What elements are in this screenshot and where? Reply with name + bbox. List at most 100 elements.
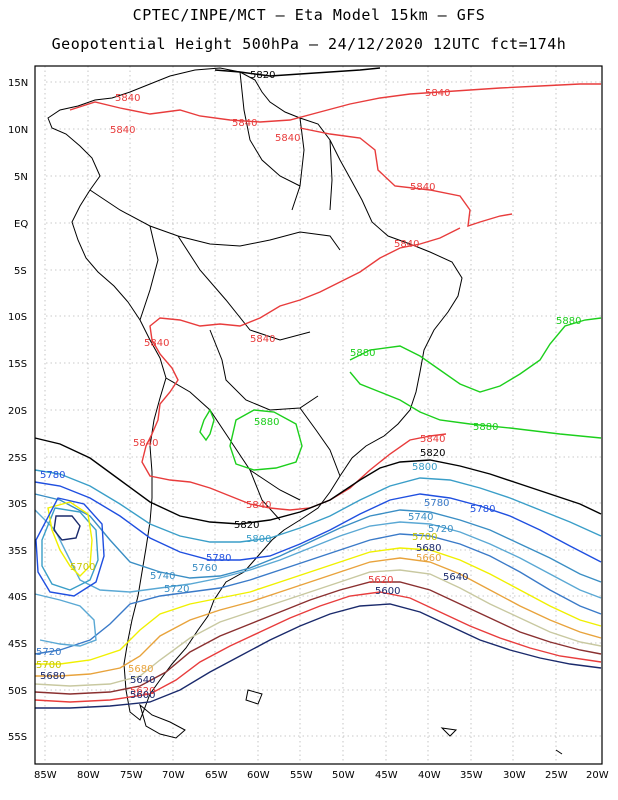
lat-label: 40S [8, 592, 27, 603]
label-5820-b: 5820 [234, 520, 259, 531]
label-5880-a: 5880 [556, 316, 581, 327]
label-5680: 5680 [416, 543, 441, 554]
lat-label: 5S [14, 266, 27, 277]
label-5720-c: 5720 [36, 647, 61, 658]
label-5660: 5660 [416, 553, 441, 564]
label-5700: 5700 [412, 532, 437, 543]
contour-5640 [34, 581, 602, 695]
lon-label: 70W [162, 770, 185, 781]
lat-label: 20S [8, 406, 27, 417]
lat-labels: 15N 10N 5N EQ 5S 10S 15S 20S 25S 30S 35S… [8, 78, 28, 743]
label-5840-h: 5840 [250, 334, 275, 345]
label-5840-g: 5840 [394, 239, 419, 250]
contour-5680 [35, 557, 602, 677]
lon-label: 85W [34, 770, 57, 781]
label-5800-b: 5800 [246, 534, 271, 545]
label-5780-c: 5780 [470, 504, 495, 515]
lon-label: 50W [332, 770, 355, 781]
label-5600-b: 5600 [130, 690, 155, 701]
lon-label: 35W [460, 770, 483, 781]
lon-labels: 85W 80W 75W 70W 65W 60W 55W 50W 45W 40W … [34, 770, 609, 781]
lon-label: 25W [545, 770, 568, 781]
lat-label: 15S [8, 359, 27, 370]
contours [34, 67, 602, 709]
label-5880-b: 5880 [350, 348, 375, 359]
contour-labels: 5820 5840 5840 5840 5840 5840 5840 5840 … [36, 70, 581, 701]
lon-label: 75W [120, 770, 143, 781]
label-5760: 5760 [192, 563, 217, 574]
label-5840-k: 5840 [246, 500, 271, 511]
contour-5620 [34, 591, 602, 703]
lon-label: 80W [77, 770, 100, 781]
label-5820: 5820 [420, 448, 445, 459]
label-5840-c: 5840 [232, 118, 257, 129]
label-5720-b: 5720 [164, 584, 189, 595]
contour-5880-east [349, 371, 602, 439]
contour-5800 [34, 469, 602, 543]
label-5800: 5800 [412, 462, 437, 473]
contour-5880-ne [349, 317, 602, 393]
contour-5700 [35, 547, 602, 665]
label-5780-d: 5780 [206, 553, 231, 564]
map-title-line2: Geopotential Height 500hPa – 24/12/2020 … [51, 35, 567, 53]
label-5820-north: 5820 [250, 70, 275, 81]
label-5740: 5740 [408, 512, 433, 523]
lat-label: 10N [8, 125, 28, 136]
contour-5820-north [214, 67, 381, 77]
lat-label: 35S [8, 546, 27, 557]
label-5840-b: 5840 [110, 125, 135, 136]
contour-5740 [34, 509, 602, 599]
contour-5880-west [199, 408, 215, 442]
label-5680-b: 5680 [128, 664, 153, 675]
lon-label: 30W [503, 770, 526, 781]
contour-5780 [34, 481, 602, 563]
label-5780-b: 5780 [424, 498, 449, 509]
map-title-line1: CPTEC/INPE/MCT – Eta Model 15km – GFS [132, 6, 486, 24]
label-5640-b: 5640 [130, 675, 155, 686]
lon-label: 40W [418, 770, 441, 781]
label-5880-c: 5880 [254, 417, 279, 428]
contour-5720 [34, 533, 602, 655]
lat-label: 15N [8, 78, 28, 89]
label-5600: 5600 [375, 586, 400, 597]
lon-label: 55W [290, 770, 313, 781]
label-5840-l: 5840 [420, 434, 445, 445]
contour-5760 [34, 493, 602, 583]
lon-label: 20W [586, 770, 609, 781]
lat-label: EQ [14, 219, 28, 230]
contour-5660-low [53, 515, 81, 541]
lat-label: 5N [14, 172, 28, 183]
lat-label: 45S [8, 639, 27, 650]
contour-5840-north [69, 83, 601, 123]
contour-5820 [34, 437, 602, 525]
label-5620-b: 5620 [130, 686, 155, 697]
lat-label: 25S [8, 453, 27, 464]
label-5840-f: 5840 [410, 182, 435, 193]
label-5620: 5620 [368, 575, 393, 586]
lat-label: 10S [8, 312, 27, 323]
label-5700-c: 5700 [36, 660, 61, 671]
contour-5740-low [34, 593, 97, 647]
label-5840-d: 5840 [275, 133, 300, 144]
label-5640: 5640 [443, 572, 468, 583]
label-5840-e: 5840 [425, 88, 450, 99]
label-5700-b: 5700 [70, 562, 95, 573]
contour-5660 [34, 569, 602, 687]
lon-label: 60W [247, 770, 270, 781]
lat-label: 55S [8, 732, 27, 743]
contour-5780-low [35, 497, 105, 597]
lon-label: 45W [375, 770, 398, 781]
label-5740-b: 5740 [150, 571, 175, 582]
grid [44, 66, 601, 764]
label-5720: 5720 [428, 524, 453, 535]
contour-5880-center [229, 409, 303, 471]
label-5840-a: 5840 [115, 93, 140, 104]
label-5880-d: 5880 [473, 422, 498, 433]
map-frame [34, 65, 603, 765]
contour-5600 [35, 603, 602, 709]
contour-5700-low [47, 501, 93, 577]
label-5680-c: 5680 [40, 671, 65, 682]
label-5840-i: 5840 [144, 338, 169, 349]
contour-5800-low [41, 507, 99, 591]
